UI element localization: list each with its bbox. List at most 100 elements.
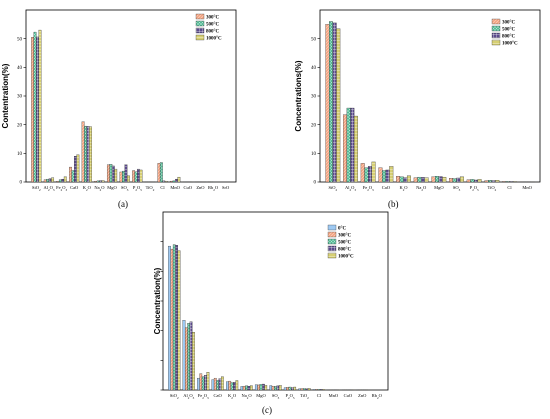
bar-na2o-500c xyxy=(417,176,422,183)
bar-cao-1000c xyxy=(76,154,80,183)
bar-na2o-0c xyxy=(240,386,244,391)
x-tick-label-tio2: TiO2 xyxy=(300,393,309,400)
bar-al2o3-300c xyxy=(184,327,188,391)
x-tick-label-mgo: MgO xyxy=(256,393,266,398)
bar-so3-500c xyxy=(452,178,457,183)
bar-sio2-800c xyxy=(175,245,178,391)
y-tick-label: 20 xyxy=(311,123,317,128)
bar-mgo-500c xyxy=(435,176,439,183)
bar-cl-800c xyxy=(319,389,323,391)
x-tick-label-sro: SrO xyxy=(222,185,230,190)
bar-al2o3-300c xyxy=(343,114,348,183)
bar-so3-800c xyxy=(124,164,128,183)
bar-na2o-300c xyxy=(413,177,418,183)
plot-frame xyxy=(25,9,237,183)
bar-so3-800c xyxy=(456,177,461,183)
x-tick-label-na2o: Na2O xyxy=(416,185,427,192)
legend-label-800c: 800°C xyxy=(206,29,219,34)
legend-swatch-500c xyxy=(327,238,337,245)
bar-mgo-800c xyxy=(438,176,443,183)
x-tick-label-na2o: Na2O xyxy=(242,393,253,400)
bar-cao-800c xyxy=(385,169,390,183)
x-tick-label-cuo: CuO xyxy=(184,185,193,190)
x-tick-label-rb2o: Rb2O xyxy=(208,185,219,192)
bar-mgo-300c xyxy=(106,164,110,183)
legend-swatch-800c xyxy=(327,245,337,252)
bar-k2o-1000c xyxy=(89,126,92,183)
legend-swatch-1000c xyxy=(327,252,337,259)
bar-cl-0c xyxy=(312,389,316,391)
y-axis-label: Contentration(%) xyxy=(1,63,10,128)
bar-mgo-1000c xyxy=(442,176,447,183)
legend-label-500c: 500°C xyxy=(206,22,219,27)
bar-k2o-300c xyxy=(81,121,85,183)
bar-so3-500c xyxy=(122,170,125,183)
legend-swatch-1000c xyxy=(195,34,205,41)
x-tick-label-mgo: MgO xyxy=(434,185,444,190)
legend-swatch-800c xyxy=(195,27,205,34)
bar-fe2o3-1000c xyxy=(371,161,376,183)
x-tick-label-zno: ZnO xyxy=(196,185,205,190)
bar-na2o-800c xyxy=(99,180,103,183)
y-axis-label: Concentration(%) xyxy=(153,267,162,334)
x-tick-label-fe2o3: Fe2O3 xyxy=(56,185,67,192)
bar-k2o-500c xyxy=(230,382,234,391)
bar-sio2-800c xyxy=(36,36,39,183)
bar-sio2-500c xyxy=(329,21,333,183)
x-tick-label-mno: MnO xyxy=(522,185,532,190)
legend-label-300c: 300°C xyxy=(206,15,219,20)
bar-sio2-1000c xyxy=(336,28,341,183)
bar-al2o3-800c xyxy=(48,178,52,183)
bar-cao-500c xyxy=(71,170,75,183)
x-tick-label-mgo: MgO xyxy=(107,185,117,190)
legend-label-800c: 800°C xyxy=(338,247,351,252)
x-tick-label-rb2o: Rb2O xyxy=(372,393,383,400)
bar-sio2-300c xyxy=(170,248,174,391)
x-tick-label-mno: MnO xyxy=(329,393,339,398)
bar-al2o3-800c xyxy=(350,107,355,183)
x-tick-label-sio2: SiO2 xyxy=(32,185,41,192)
bar-sio2-800c xyxy=(332,22,337,183)
bar-fe2o3-800c xyxy=(368,166,372,183)
x-tick-label-p2o5: P2O5 xyxy=(133,185,142,192)
y-tick-label: 20 xyxy=(17,123,23,128)
bar-tio2-300c xyxy=(484,180,489,183)
bar-so3-300c xyxy=(449,178,454,183)
legend-label-500c: 500°C xyxy=(502,27,515,32)
legend-label-300c: 300°C xyxy=(338,233,351,238)
bar-so3-300c xyxy=(271,385,275,391)
bar-p2o5-800c xyxy=(474,179,478,183)
bar-al2o3-0c xyxy=(182,320,186,391)
bar-na2o-1000c xyxy=(424,177,429,183)
bar-na2o-1000c xyxy=(249,385,253,391)
bar-k2o-800c xyxy=(86,126,90,183)
x-tick-label-tio2: TiO2 xyxy=(146,185,155,192)
x-tick-label-so3: SO3 xyxy=(121,185,129,192)
panel-label-c: (c) xyxy=(262,405,272,415)
bar-sio2-500c xyxy=(172,244,176,391)
bar-sio2-500c xyxy=(33,31,37,183)
bar-k2o-800c xyxy=(233,382,236,391)
bar-cl-300c xyxy=(157,163,161,183)
x-tick-label-tio2: TiO2 xyxy=(487,185,496,192)
x-tick-label-zno: ZnO xyxy=(358,393,367,398)
bar-mno-800c xyxy=(175,178,178,183)
bar-tio2-800c xyxy=(491,180,496,183)
bar-na2o-800c xyxy=(421,177,425,183)
bar-al2o3-1000c xyxy=(192,331,195,391)
x-tick-label-k2o: K2O xyxy=(83,185,92,192)
bar-p2o5-300c xyxy=(286,387,289,391)
bar-tio2-1000c xyxy=(307,388,311,391)
plot-frame xyxy=(162,211,389,391)
bar-cao-1000c xyxy=(221,376,224,391)
x-tick-label-fe2o3: Fe2O3 xyxy=(363,185,374,192)
bar-k2o-500c xyxy=(399,176,404,183)
x-tick-label-cao: CaO xyxy=(70,185,79,190)
panel-label-b: (b) xyxy=(388,199,399,209)
x-tick-label-cl: Cl xyxy=(317,393,322,398)
bar-al2o3-1000c xyxy=(51,177,55,183)
bar-p2o5-500c xyxy=(470,179,475,183)
bar-cao-800c xyxy=(74,156,77,183)
legend-swatch-1000c xyxy=(491,39,501,46)
